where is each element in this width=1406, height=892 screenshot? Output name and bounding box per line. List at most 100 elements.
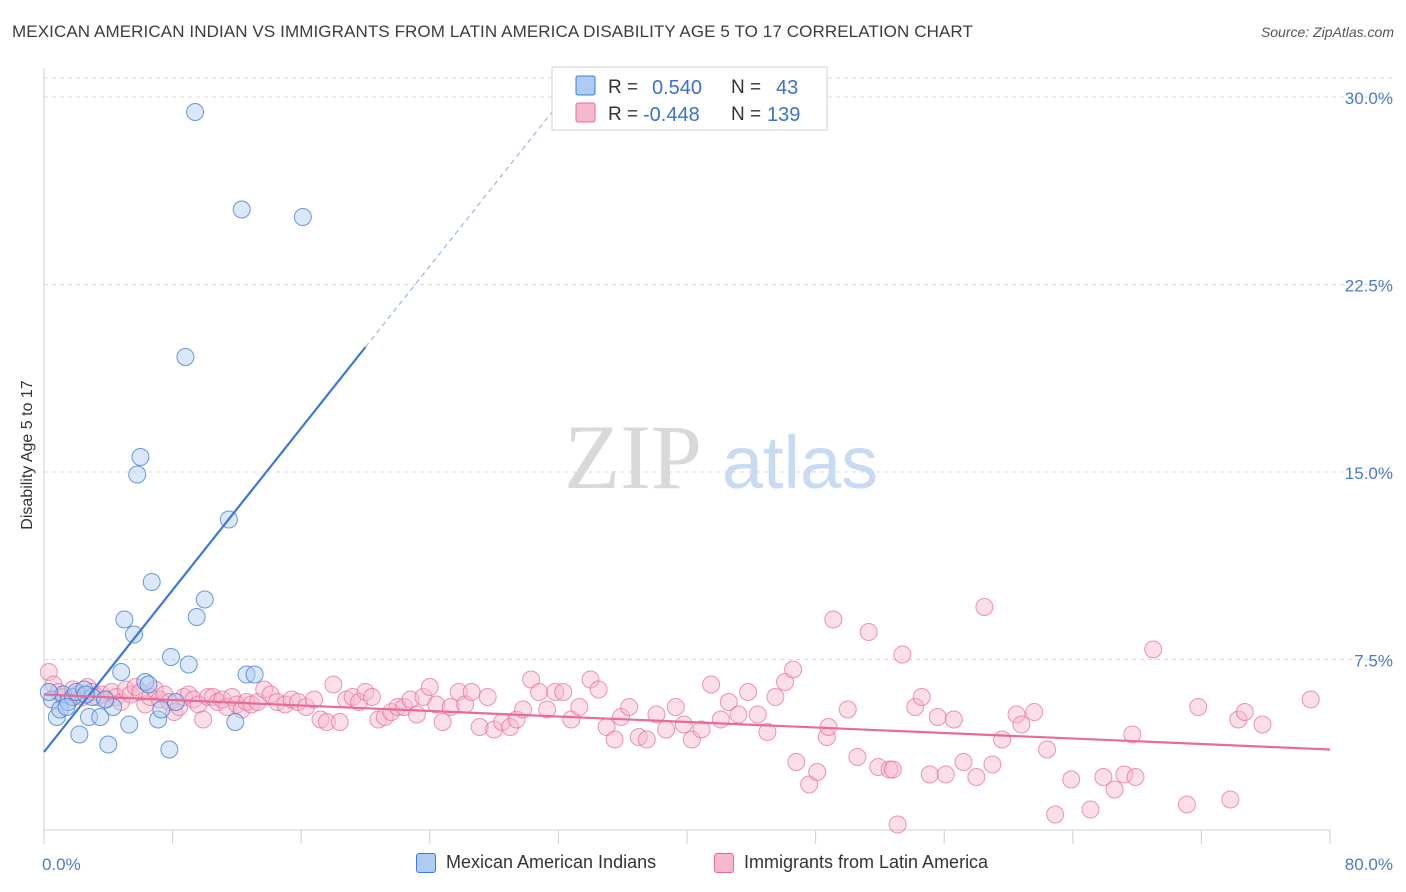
bottom-legend-swatch-blue (416, 852, 436, 873)
point-immigrants-77 (478, 688, 497, 706)
point-immigrants-45 (261, 685, 280, 704)
point-mexican-american-20 (136, 673, 155, 691)
point-immigrants-67 (407, 705, 426, 724)
point-immigrants-153 (1189, 698, 1208, 716)
point-immigrants-128 (906, 698, 925, 716)
point-immigrants-132 (936, 765, 955, 784)
point-immigrants-101 (674, 715, 693, 734)
point-immigrants-157 (1253, 715, 1272, 734)
point-immigrants-149 (1123, 725, 1142, 744)
trend-lines (43, 103, 1331, 753)
watermark-atlas: atlas (722, 421, 878, 504)
legend-r-label-1: R = (608, 77, 638, 98)
point-mexican-american-27 (176, 348, 195, 366)
point-mexican-american-37 (293, 208, 312, 226)
point-immigrants-102 (682, 730, 701, 749)
point-immigrants-151 (1144, 640, 1163, 659)
point-immigrants-105 (711, 710, 730, 729)
point-immigrants-84 (530, 683, 549, 701)
point-mexican-american-14 (112, 663, 131, 681)
point-immigrants-54 (324, 675, 343, 694)
point-immigrants-138 (993, 730, 1012, 749)
point-immigrants-104 (702, 675, 721, 694)
point-mexican-american-39 (57, 698, 76, 716)
point-mexican-american-33 (226, 713, 245, 731)
point-immigrants-131 (928, 708, 947, 726)
legend-n-label-2: N = (731, 104, 761, 125)
point-immigrants-144 (1062, 770, 1081, 789)
point-mexican-american-25 (161, 648, 180, 666)
point-immigrants-116 (808, 763, 827, 781)
point-mexican-american-31 (195, 590, 214, 609)
point-immigrants-110 (758, 723, 777, 741)
y-tick-label-0: 7.5% (1354, 652, 1393, 671)
y-tick-label-2: 22.5% (1345, 277, 1393, 296)
series-mexican-american-indians (39, 103, 312, 759)
point-immigrants-141 (1025, 703, 1044, 721)
point-immigrants-125 (883, 760, 902, 779)
point-mexican-american-23 (152, 700, 171, 719)
point-immigrants-85 (538, 700, 557, 719)
point-immigrants-123 (869, 758, 888, 776)
point-immigrants-134 (954, 753, 973, 771)
point-immigrants-135 (967, 768, 986, 786)
legend-box: R = 0.540 N = 43 R = -0.448 N = 139 (551, 66, 828, 131)
y-tick-label-1: 15.0% (1345, 464, 1393, 483)
point-mexican-american-40 (76, 685, 95, 704)
point-mexican-american-11 (91, 708, 110, 726)
chart-source: Source: ZipAtlas.com (1260, 24, 1394, 40)
tick-labels: 7.5% 15.0% 22.5% 30.0% 0.0% 80.0% (42, 89, 1393, 874)
point-immigrants-133 (944, 710, 963, 729)
point-mexican-american-19 (131, 448, 150, 466)
point-mexican-american-15 (115, 610, 134, 629)
point-immigrants-55 (330, 713, 349, 731)
point-mexican-american-22 (149, 710, 168, 729)
point-immigrants-113 (784, 660, 803, 679)
point-immigrants-89 (570, 698, 589, 716)
point-immigrants-156 (1235, 703, 1254, 721)
bottom-legend-label-blue: Mexican American Indians (446, 852, 657, 872)
point-mexican-american-34 (232, 200, 251, 219)
point-mexican-american-30 (186, 103, 205, 121)
point-mexican-american-12 (99, 735, 118, 754)
legend-r-value-1: 0.540 (652, 77, 702, 99)
point-mexican-american-7 (70, 725, 89, 744)
x-tick-label-1: 80.0% (1345, 855, 1393, 874)
point-immigrants-109 (748, 705, 767, 724)
bottom-legend-swatch-pink (714, 852, 734, 873)
point-immigrants-121 (848, 748, 867, 766)
point-immigrants-145 (1081, 800, 1100, 819)
point-immigrants-95 (620, 698, 639, 716)
point-immigrants-143 (1046, 805, 1065, 824)
point-immigrants-137 (983, 755, 1002, 774)
point-immigrants-106 (719, 693, 738, 711)
point-immigrants-146 (1094, 768, 1113, 786)
point-immigrants-60 (362, 688, 381, 706)
point-immigrants-120 (838, 700, 857, 719)
point-immigrants-142 (1038, 740, 1057, 759)
point-immigrants-139 (1007, 705, 1026, 724)
point-immigrants-70 (427, 695, 446, 714)
point-immigrants-93 (605, 730, 624, 749)
point-immigrants-98 (647, 705, 666, 724)
y-tick-label-3: 30.0% (1345, 89, 1393, 108)
point-immigrants-126 (888, 815, 907, 834)
point-mexican-american-21 (142, 573, 161, 591)
trend-line-mexican-american (43, 346, 367, 753)
point-immigrants-114 (787, 753, 806, 771)
series-immigrants-latin-america (39, 598, 1320, 834)
point-immigrants-107 (729, 705, 748, 724)
point-immigrants-147 (1105, 780, 1124, 799)
point-immigrants-129 (912, 688, 931, 706)
point-immigrants-80 (501, 718, 520, 736)
point-immigrants-158 (1301, 690, 1320, 709)
legend-n-value-1: 43 (776, 77, 798, 99)
point-immigrants-53 (317, 713, 336, 731)
point-mexican-american-28 (179, 655, 198, 674)
legend-swatch-pink (575, 102, 596, 123)
point-mexican-american-38 (39, 683, 58, 701)
point-immigrants-99 (657, 720, 676, 739)
trend-line-immigrants (43, 693, 1331, 751)
point-mexican-american-29 (187, 608, 206, 626)
